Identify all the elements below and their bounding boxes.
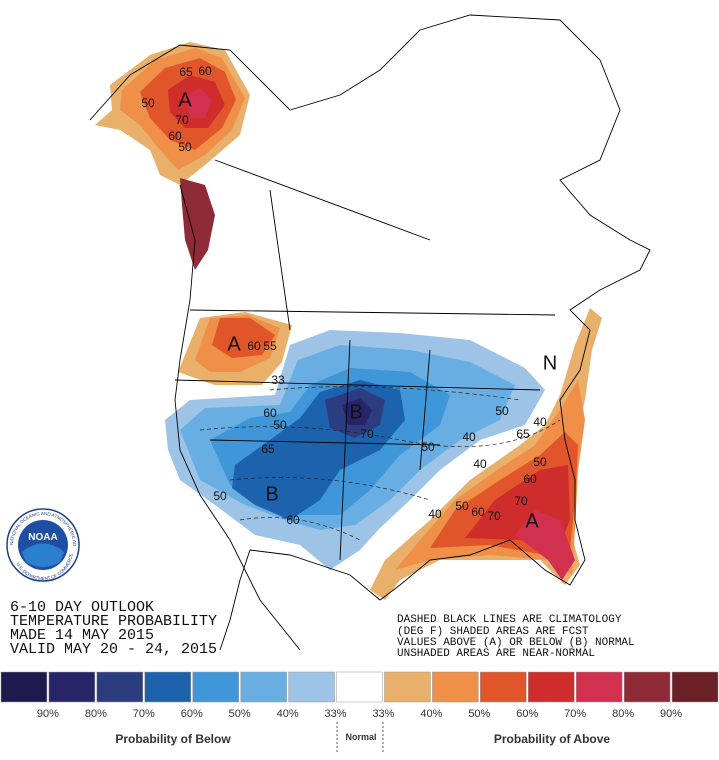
legend-swatch bbox=[48, 671, 96, 703]
legend-swatch bbox=[432, 671, 479, 703]
map-label: 60 bbox=[471, 505, 485, 519]
map-label: 65 bbox=[516, 427, 530, 441]
legend-swatch bbox=[528, 671, 575, 703]
outlook-text: 6-10 DAY OUTLOOK TEMPERATURE PROBABILITY… bbox=[10, 599, 217, 658]
legend-label: 60% bbox=[181, 708, 203, 720]
legend-above: Probability of Above bbox=[494, 732, 611, 746]
legend-label: 50% bbox=[468, 708, 490, 720]
legend-swatch bbox=[384, 671, 431, 703]
map-label: 40 bbox=[533, 415, 547, 429]
map-label: 65 bbox=[179, 65, 193, 79]
map-label: A bbox=[178, 89, 192, 111]
map-label: B bbox=[349, 401, 362, 423]
legend-label: 33% bbox=[325, 708, 347, 720]
map-label: 50 bbox=[141, 96, 155, 110]
map-label: 60 bbox=[523, 472, 537, 486]
legend-swatch bbox=[336, 671, 383, 703]
outlook-line: MADE 14 MAY 2015 bbox=[10, 627, 154, 644]
map-label: 50 bbox=[421, 440, 435, 454]
legend-label: 70% bbox=[133, 708, 155, 720]
legend-label: 90% bbox=[37, 708, 59, 720]
logo-agency: NATIONAL OCEANIC AND ATMOSPHERIC ADMINIS… bbox=[0, 0, 77, 547]
map: A 50 60 65 60 70 50 A 60 55 B 70 50 40 3… bbox=[89, 14, 651, 651]
noaa-logo: NOAA NATIONAL OCEANIC AND ATMOSPHERIC AD… bbox=[0, 0, 80, 582]
map-label: N bbox=[543, 352, 557, 374]
outlook-line: VALID MAY 20 - 24, 2015 bbox=[10, 641, 217, 658]
map-label: 50 bbox=[178, 140, 192, 154]
logo-name: NOAA bbox=[28, 532, 57, 543]
svg-text:NATIONAL OCEANIC AND ATMOSPHER: NATIONAL OCEANIC AND ATMOSPHERIC ADMINIS… bbox=[0, 0, 77, 547]
outlook-line: TEMPERATURE PROBABILITY bbox=[10, 613, 217, 630]
legend-swatch bbox=[96, 671, 144, 703]
map-label: A bbox=[227, 333, 241, 355]
legend-swatch bbox=[192, 671, 239, 703]
legend-swatch bbox=[480, 671, 527, 703]
map-label: 55 bbox=[263, 339, 277, 353]
map-label: 70 bbox=[360, 427, 374, 441]
map-label: 50 bbox=[533, 455, 547, 469]
note: VALUES ABOVE (A) OR BELOW (B) NORMAL bbox=[397, 637, 635, 649]
legend-swatch bbox=[288, 671, 335, 703]
note: (DEG F) SHADED AREAS ARE FCST bbox=[397, 626, 589, 638]
map-label: 50 bbox=[495, 404, 509, 418]
map-label: 40 bbox=[473, 457, 487, 471]
legend-label: 90% bbox=[660, 708, 682, 720]
legend-swatch bbox=[623, 671, 671, 703]
map-label: 70 bbox=[487, 509, 501, 523]
legend-swatch bbox=[144, 671, 191, 703]
map-label: 60 bbox=[263, 406, 277, 420]
map-label: 40 bbox=[428, 507, 442, 521]
legend-swatch bbox=[671, 671, 719, 703]
legend-label: 40% bbox=[277, 708, 299, 720]
map-label: 65 bbox=[261, 442, 275, 456]
legend-label: 40% bbox=[420, 708, 442, 720]
outlook-line: 6-10 DAY OUTLOOK bbox=[10, 599, 154, 616]
legend-label: 50% bbox=[229, 708, 251, 720]
legend-below: Probability of Below bbox=[115, 732, 231, 746]
map-label: 50 bbox=[273, 418, 287, 432]
legend: Probability of Below Normal Probability … bbox=[0, 671, 719, 752]
legend-label: 60% bbox=[516, 708, 538, 720]
map-label: 40 bbox=[462, 430, 476, 444]
legend-label: 80% bbox=[85, 708, 107, 720]
map-label: 60 bbox=[247, 339, 261, 353]
map-label: 33 bbox=[271, 373, 285, 387]
legend-label: 80% bbox=[612, 708, 634, 720]
legend-label: 33% bbox=[372, 708, 394, 720]
notes: DASHED BLACK LINES ARE CLIMATOLOGY (DEG … bbox=[397, 614, 635, 660]
map-label: B bbox=[265, 483, 278, 505]
map-label: 60 bbox=[198, 64, 212, 78]
map-label: 50 bbox=[455, 499, 469, 513]
map-label: A bbox=[525, 510, 539, 532]
map-label: 50 bbox=[213, 489, 227, 503]
legend-normal: Normal bbox=[345, 732, 376, 742]
map-label: 60 bbox=[286, 513, 300, 527]
map-label: 70 bbox=[175, 113, 189, 127]
note: UNSHADED AREAS ARE NEAR-NORMAL bbox=[397, 648, 595, 660]
legend-swatch bbox=[575, 671, 623, 703]
legend-swatch bbox=[0, 671, 48, 703]
legend-swatch bbox=[240, 671, 287, 703]
map-label: 70 bbox=[514, 494, 528, 508]
note: DASHED BLACK LINES ARE CLIMATOLOGY bbox=[397, 614, 622, 626]
map-label: 60 bbox=[168, 129, 182, 143]
legend-label: 70% bbox=[564, 708, 586, 720]
